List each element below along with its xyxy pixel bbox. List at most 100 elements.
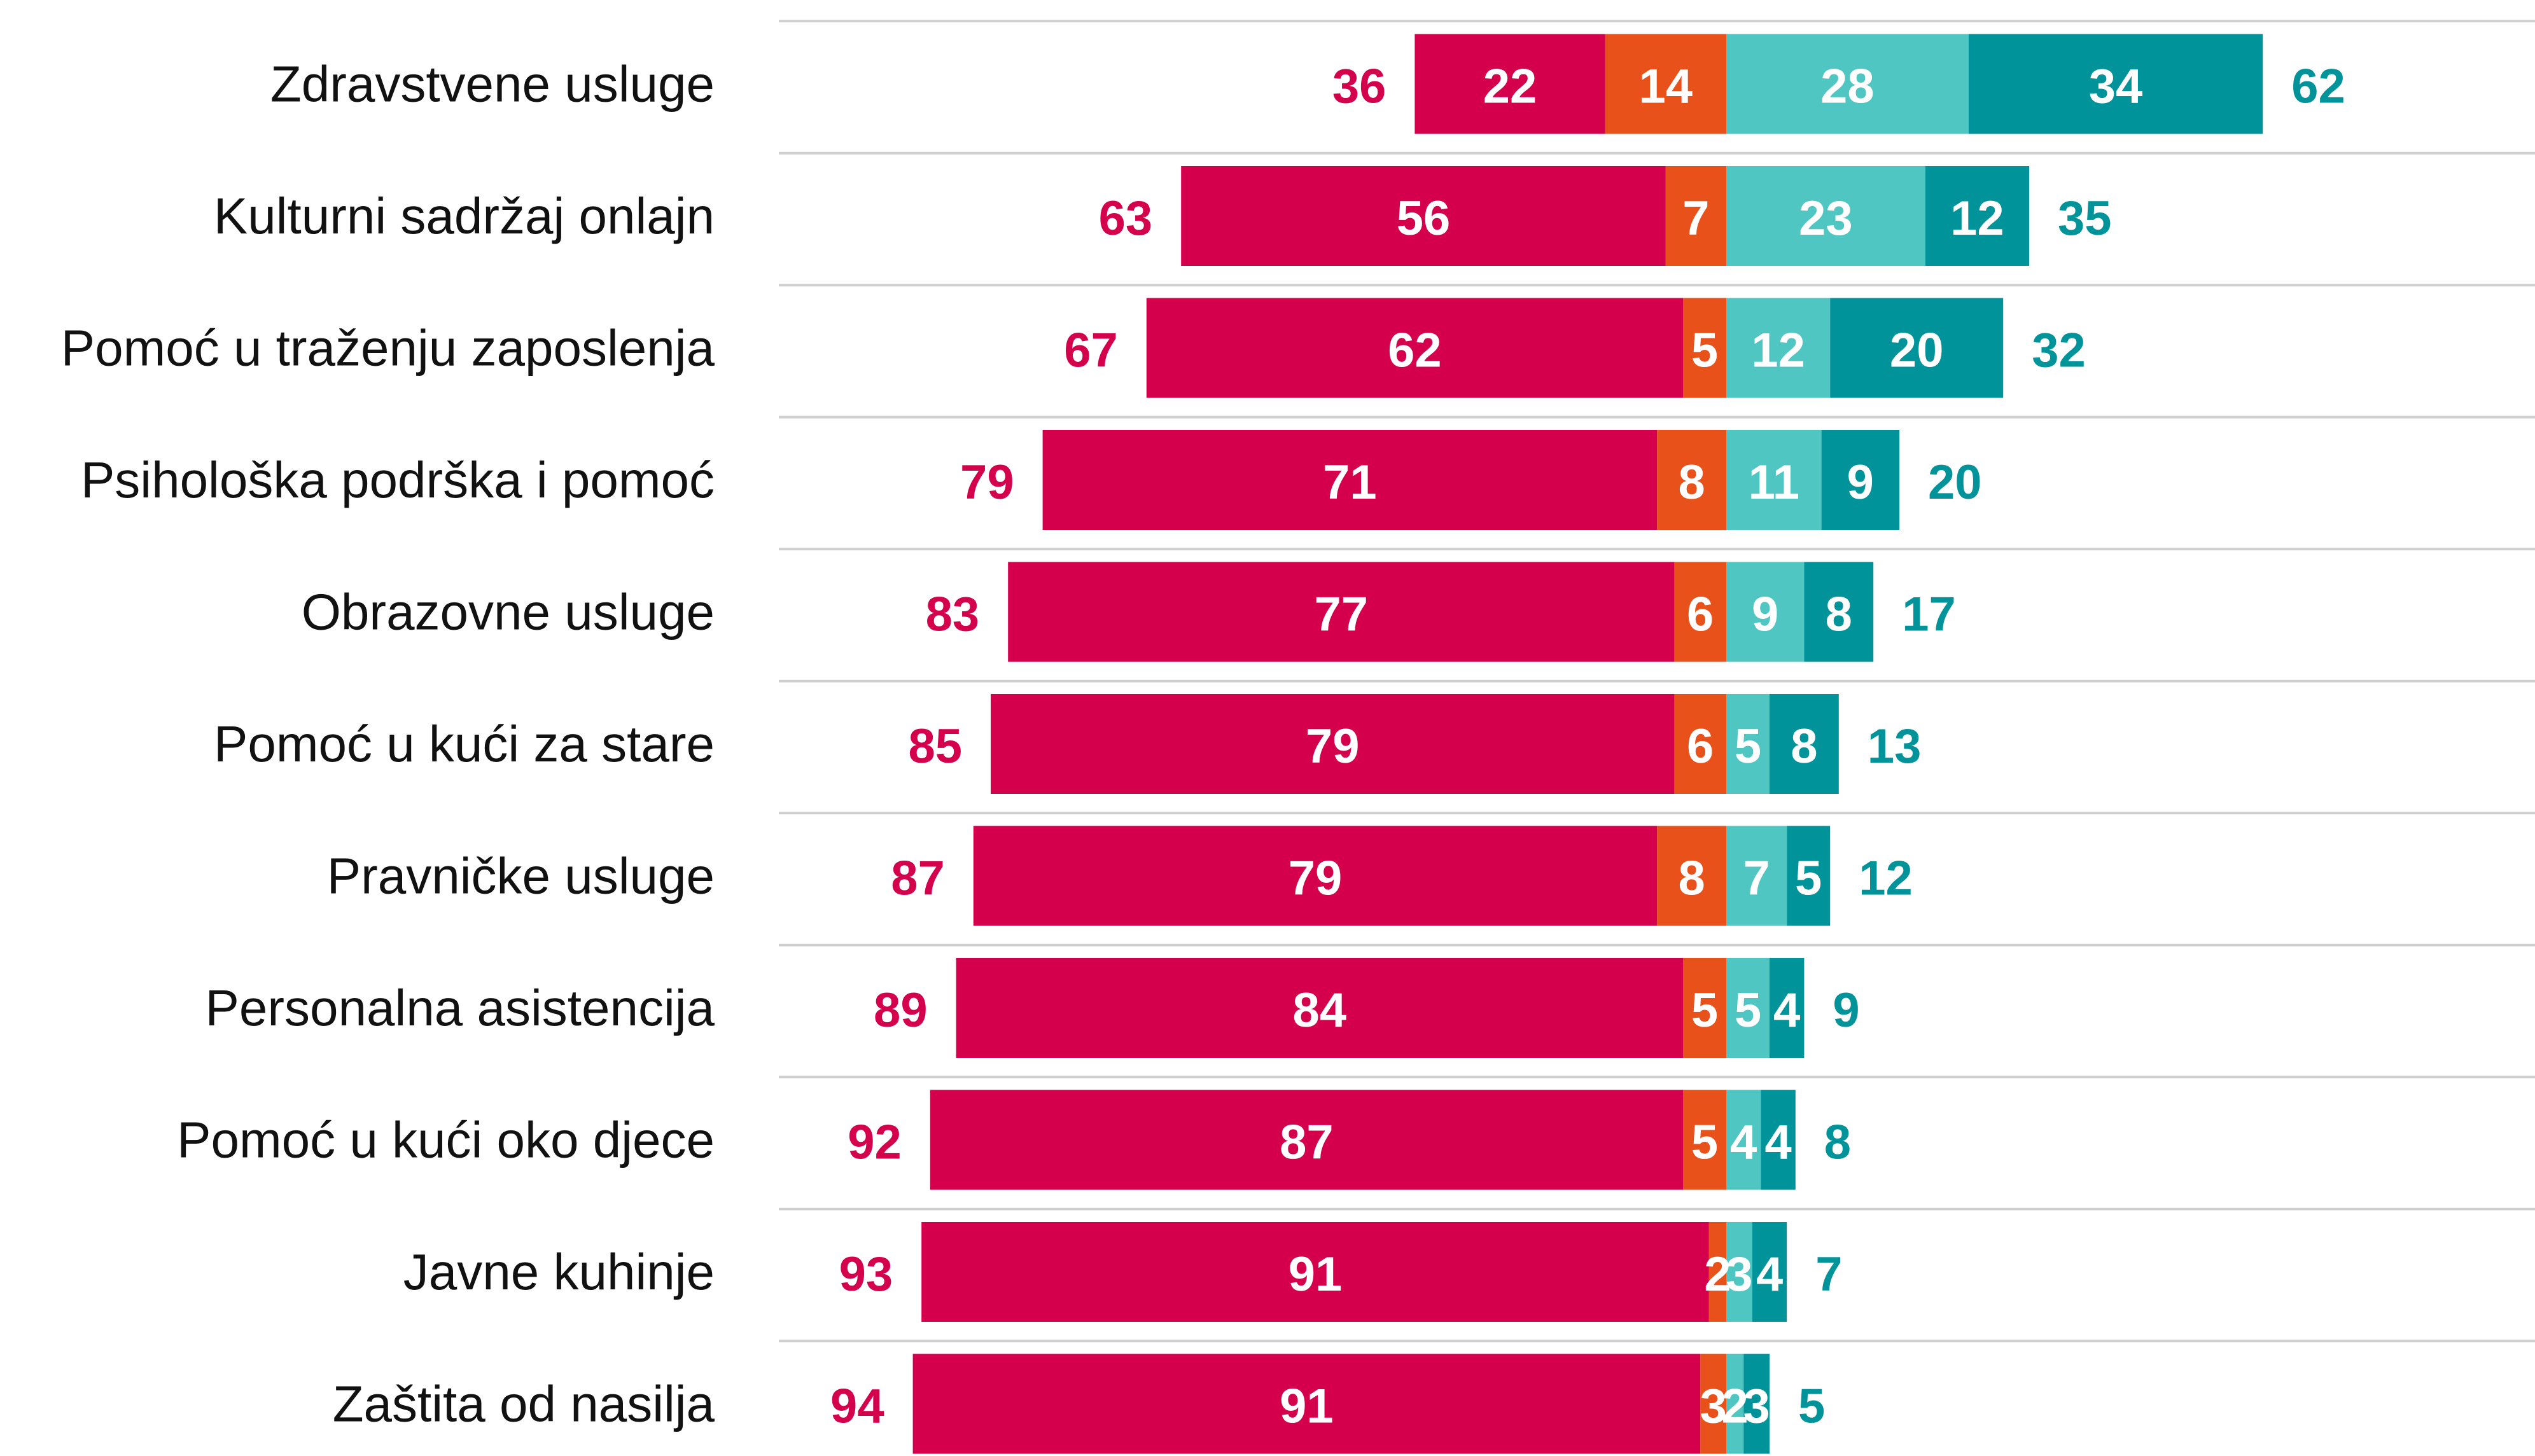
negative-total: 93 — [839, 1247, 893, 1301]
segment-label: 9 — [1752, 588, 1778, 642]
segment-label: 3 — [1700, 1380, 1726, 1434]
segment-label: 7 — [1682, 191, 1709, 246]
bar-segment — [1726, 298, 1831, 398]
segment-label: 71 — [1323, 455, 1377, 510]
segment-label: 91 — [1280, 1380, 1334, 1434]
negative-total: 92 — [848, 1116, 902, 1170]
segment-label: 4 — [1773, 983, 1800, 1037]
bar-segment — [1414, 34, 1605, 134]
positive-total: 32 — [2032, 324, 2086, 378]
bar-segment — [921, 1222, 1709, 1322]
segment-label: 28 — [1820, 60, 1875, 114]
bar-segment — [1770, 958, 1805, 1058]
segment-label: 14 — [1639, 60, 1693, 114]
segment-label: 8 — [1826, 588, 1852, 642]
segment-label: 5 — [1735, 719, 1761, 773]
category-label: Zdravstvene usluge — [270, 56, 715, 113]
bar-segment — [973, 826, 1658, 926]
positive-total: 17 — [1902, 588, 1956, 642]
category-label: Pravničke usluge — [327, 848, 715, 905]
bar-segment — [1683, 298, 1726, 398]
negative-total: 63 — [1099, 191, 1153, 246]
positive-total: 8 — [1824, 1116, 1851, 1170]
negative-total: 89 — [874, 983, 928, 1037]
positive-total: 13 — [1868, 719, 1922, 773]
segment-label: 7 — [1743, 852, 1770, 906]
bar-segment — [1605, 34, 1726, 134]
segment-label: 20 — [1890, 324, 1944, 378]
segment-label: 22 — [1483, 60, 1537, 114]
segment-label: 8 — [1678, 852, 1705, 906]
category-label: Obrazovne usluge — [302, 584, 715, 641]
segment-label: 56 — [1397, 191, 1451, 246]
segment-label: 12 — [1950, 191, 2004, 246]
bar-segment — [1968, 34, 2263, 134]
segment-label: 5 — [1735, 983, 1761, 1037]
positive-total: 7 — [1815, 1247, 1842, 1301]
segment-label: 9 — [1847, 455, 1874, 510]
segment-label: 5 — [1691, 1116, 1718, 1170]
bar-segment — [991, 694, 1675, 794]
positive-total: 5 — [1798, 1380, 1825, 1434]
positive-total: 35 — [2058, 191, 2112, 246]
category-label: Pomoć u traženju zaposlenja — [61, 320, 715, 377]
positive-total: 20 — [1928, 455, 1982, 510]
segment-label: 62 — [1388, 324, 1442, 378]
bar-segment — [1752, 1222, 1787, 1322]
bar-segment — [1770, 694, 1839, 794]
segment-label: 2 — [1721, 1380, 1748, 1434]
bar-segment — [1181, 166, 1666, 266]
category-label: Pomoć u kući za stare — [214, 716, 715, 772]
bar-segment — [1674, 562, 1726, 662]
segment-label: 5 — [1795, 852, 1822, 906]
bar-segment — [1042, 430, 1658, 530]
segment-label: 84 — [1293, 983, 1347, 1037]
segment-label: 3 — [1726, 1247, 1752, 1301]
bar-segment — [1657, 826, 1726, 926]
bar-segment — [1726, 1222, 1752, 1322]
segment-label: 34 — [2089, 60, 2143, 114]
bar-segment — [912, 1354, 1701, 1454]
bar-segment — [1726, 694, 1770, 794]
segment-label: 2 — [1704, 1247, 1731, 1301]
category-label: Javne kuhinje — [403, 1244, 715, 1300]
bar-segment — [1726, 826, 1787, 926]
segment-label: 23 — [1799, 191, 1853, 246]
segment-label: 12 — [1751, 324, 1805, 378]
negative-total: 67 — [1064, 324, 1118, 378]
bar-segment — [1726, 958, 1770, 1058]
segment-label: 6 — [1687, 719, 1714, 773]
bar-segment — [1743, 1354, 1770, 1454]
segment-label: 79 — [1306, 719, 1360, 773]
bar-segment — [1700, 1354, 1726, 1454]
bar-segment — [1708, 1222, 1726, 1322]
segment-label: 3 — [1743, 1380, 1770, 1434]
bar-segment — [1665, 166, 1726, 266]
category-label: Zaštita od nasilja — [333, 1376, 715, 1432]
segment-label: 77 — [1315, 588, 1369, 642]
segment-label: 8 — [1791, 719, 1817, 773]
category-label: Psihološka podrška i pomoć — [81, 452, 715, 508]
category-label: Personalna asistencija — [206, 980, 715, 1036]
bar-segment — [1657, 430, 1726, 530]
segment-label: 91 — [1288, 1247, 1343, 1301]
segment-label: 8 — [1678, 455, 1705, 510]
positive-total: 12 — [1859, 852, 1913, 906]
negative-total: 83 — [926, 588, 980, 642]
segment-label: 4 — [1756, 1247, 1783, 1301]
bar-segment — [1726, 166, 1925, 266]
bar-segment — [1726, 1354, 1744, 1454]
bar-segment — [1830, 298, 2004, 398]
segment-label: 5 — [1691, 983, 1718, 1037]
bar-segment — [930, 1090, 1683, 1190]
bar-segment — [1674, 694, 1726, 794]
segment-label: 4 — [1764, 1116, 1791, 1170]
bar-segment — [1726, 562, 1805, 662]
negative-total: 79 — [960, 455, 1014, 510]
segment-label: 4 — [1730, 1116, 1757, 1170]
bar-segment — [1804, 562, 1874, 662]
segment-label: 5 — [1691, 324, 1718, 378]
negative-total: 85 — [908, 719, 962, 773]
segment-label: 11 — [1749, 455, 1799, 510]
